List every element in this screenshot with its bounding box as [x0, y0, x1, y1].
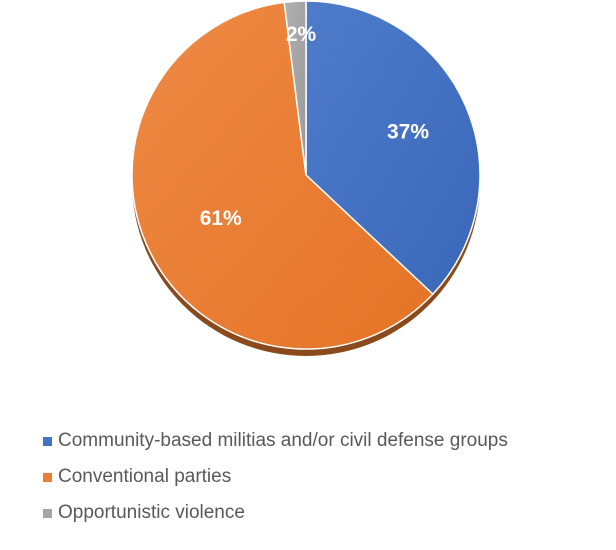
pie-slice-militias — [305, 0, 481, 296]
legend-label-conventional-parties: Conventional parties — [58, 466, 232, 487]
pie-slice-conventional-parties — [131, 1, 434, 350]
data-label-militias: 37% — [387, 121, 429, 144]
pie-slices — [131, 0, 481, 350]
legend-label-opportunistic-violence: Opportunistic violence — [58, 502, 245, 523]
data-label-opportunistic-violence: 2% — [286, 23, 317, 46]
legend-swatch-conventional-parties — [43, 473, 52, 482]
legend-label-militias: Community-based militias and/or civil de… — [58, 430, 508, 451]
pie-labels: 37% 61% 2% — [200, 23, 430, 230]
legend-swatch-opportunistic-violence — [43, 509, 52, 518]
legend-swatch-militias — [43, 437, 52, 446]
data-label-conventional-parties: 61% — [200, 207, 242, 230]
pie-slice-opportunistic-violence — [283, 0, 307, 176]
